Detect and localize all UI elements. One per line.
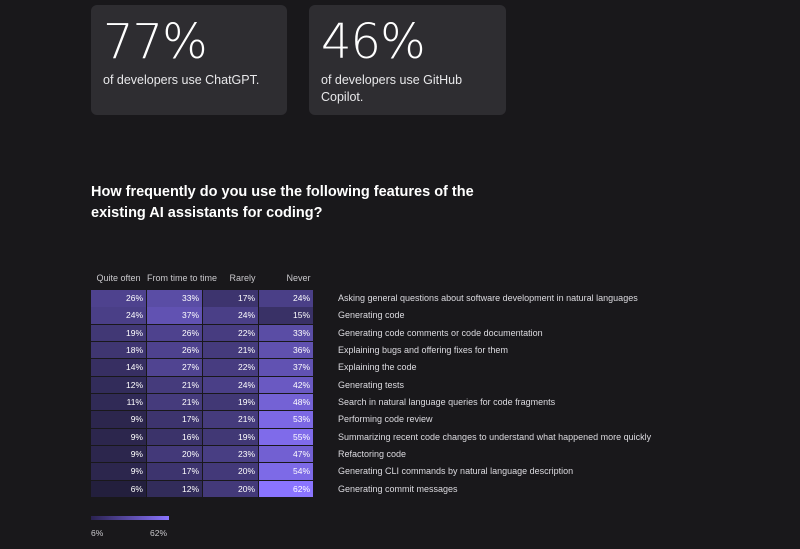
heatmap-cell: 12% bbox=[91, 376, 146, 394]
heatmap-cell: 26% bbox=[147, 324, 202, 342]
stat-value: 77% bbox=[103, 14, 208, 70]
heatmap-cell: 20% bbox=[203, 463, 258, 480]
heatmap-cell: 48% bbox=[259, 393, 313, 411]
legend-min-label: 6% bbox=[91, 528, 104, 538]
column-header-never: Never bbox=[286, 273, 311, 283]
heatmap-cell: 33% bbox=[147, 290, 202, 307]
heatmap-cell: 24% bbox=[203, 376, 258, 394]
table-row: 9% 17% 21% 53% bbox=[91, 411, 329, 428]
row-label: Generating CLI commands by natural langu… bbox=[338, 466, 574, 477]
heatmap-cell: 19% bbox=[91, 324, 146, 342]
heatmap-cell: 24% bbox=[203, 307, 258, 324]
heatmap-cell: 26% bbox=[91, 290, 146, 307]
heatmap-cell: 47% bbox=[259, 445, 313, 463]
table-row: 9% 20% 23% 47% bbox=[91, 445, 329, 463]
heatmap-cell: 53% bbox=[259, 411, 313, 428]
heatmap-cell: 17% bbox=[147, 463, 202, 480]
stat-description: of developers use ChatGPT. bbox=[103, 73, 260, 87]
stat-card-chatgpt: 77% of developers use ChatGPT. bbox=[91, 5, 287, 115]
table-row: 6% 12% 20% 62% bbox=[91, 480, 329, 498]
heatmap-cell: 15% bbox=[259, 307, 313, 324]
heatmap-cell: 62% bbox=[259, 480, 313, 498]
heatmap-cell: 17% bbox=[147, 411, 202, 428]
heatmap-cell: 24% bbox=[259, 290, 313, 307]
question-title: How frequently do you use the following … bbox=[91, 184, 474, 221]
row-label: Generating code comments or code documen… bbox=[338, 327, 543, 338]
heatmap-cell: 9% bbox=[91, 463, 146, 480]
heatmap-cell: 20% bbox=[203, 480, 258, 498]
table-row: 14% 27% 22% 37% bbox=[91, 359, 329, 376]
row-label: Summarizing recent code changes to under… bbox=[338, 431, 652, 442]
table-row: 12% 21% 24% 42% bbox=[91, 376, 329, 394]
heatmap-cell: 33% bbox=[259, 324, 313, 342]
column-header-rarely: Rarely bbox=[229, 273, 256, 283]
legend-gradient bbox=[91, 516, 169, 520]
heatmap-cell: 55% bbox=[259, 428, 313, 446]
table-row: 18% 26% 21% 36% bbox=[91, 341, 329, 359]
stat-card-copilot: 46% of developers use GitHub Copilot. bbox=[309, 5, 506, 115]
heatmap-cell: 11% bbox=[91, 393, 146, 411]
table-row: 11% 21% 19% 48% bbox=[91, 393, 329, 411]
heatmap-cell: 27% bbox=[147, 359, 202, 376]
table-row: 9% 16% 19% 55% bbox=[91, 428, 329, 446]
row-label: Explaining bugs and offering fixes for t… bbox=[338, 344, 508, 355]
heatmap-cell: 19% bbox=[203, 393, 258, 411]
heatmap-cell: 36% bbox=[259, 341, 313, 359]
heatmap-cell: 9% bbox=[91, 411, 146, 428]
column-header-quite-often: Quite often bbox=[96, 273, 141, 283]
heatmap-cell: 9% bbox=[91, 445, 146, 463]
heatmap-cell: 42% bbox=[259, 376, 313, 394]
heatmap-cell: 21% bbox=[147, 393, 202, 411]
heatmap-cell: 19% bbox=[203, 428, 258, 446]
row-label: Generating tests bbox=[338, 379, 405, 390]
stat-value: 46% bbox=[321, 14, 426, 70]
heatmap-cell: 21% bbox=[203, 411, 258, 428]
legend-max-label: 62% bbox=[150, 528, 168, 538]
heatmap-cell: 17% bbox=[203, 290, 258, 307]
stat-description: of developers use GitHub Copilot. bbox=[321, 73, 463, 104]
column-header-from-time-to-time: From time to time bbox=[147, 273, 218, 283]
heatmap-cell: 21% bbox=[203, 341, 258, 359]
row-label: Asking general questions about software … bbox=[338, 293, 638, 303]
table-row: 19% 26% 22% 33% bbox=[91, 324, 329, 342]
heatmap-cell: 9% bbox=[91, 428, 146, 446]
row-label: Refactoring code bbox=[338, 448, 407, 459]
heatmap-cell: 6% bbox=[91, 480, 146, 498]
row-label: Performing code review bbox=[338, 414, 433, 425]
heatmap-cell: 21% bbox=[147, 376, 202, 394]
table-row: 26% 33% 17% 24% bbox=[91, 290, 329, 307]
row-labels: Asking general questions about software … bbox=[338, 290, 651, 498]
heatmap-cell: 12% bbox=[147, 480, 202, 498]
heatmap-grid: 26% 33% 17% 24% 24% 37% 24% 15% 19% 26% 22% 33% 18% 2… bbox=[91, 290, 329, 498]
heatmap-cell: 20% bbox=[147, 445, 202, 463]
row-label: Generating code bbox=[338, 310, 405, 321]
heatmap-cell: 24% bbox=[91, 307, 146, 324]
row-label: Search in natural language queries for c… bbox=[338, 396, 556, 407]
table-row: 24% 37% 24% 15% bbox=[91, 307, 329, 324]
heatmap-cell: 18% bbox=[91, 341, 146, 359]
heatmap-cell: 37% bbox=[259, 359, 313, 376]
heatmap-cell: 37% bbox=[147, 307, 202, 324]
heatmap-cell: 22% bbox=[203, 359, 258, 376]
table-row: 9% 17% 20% 54% bbox=[91, 463, 329, 480]
heatmap-cell: 54% bbox=[259, 463, 313, 480]
heatmap-cell: 14% bbox=[91, 359, 146, 376]
heatmap-cell: 16% bbox=[147, 428, 202, 446]
row-label: Generating commit messages bbox=[338, 483, 458, 494]
heatmap-cell: 23% bbox=[203, 445, 258, 463]
row-label: Explaining the code bbox=[338, 362, 417, 373]
heatmap-cell: 22% bbox=[203, 324, 258, 342]
heatmap-cell: 26% bbox=[147, 341, 202, 359]
